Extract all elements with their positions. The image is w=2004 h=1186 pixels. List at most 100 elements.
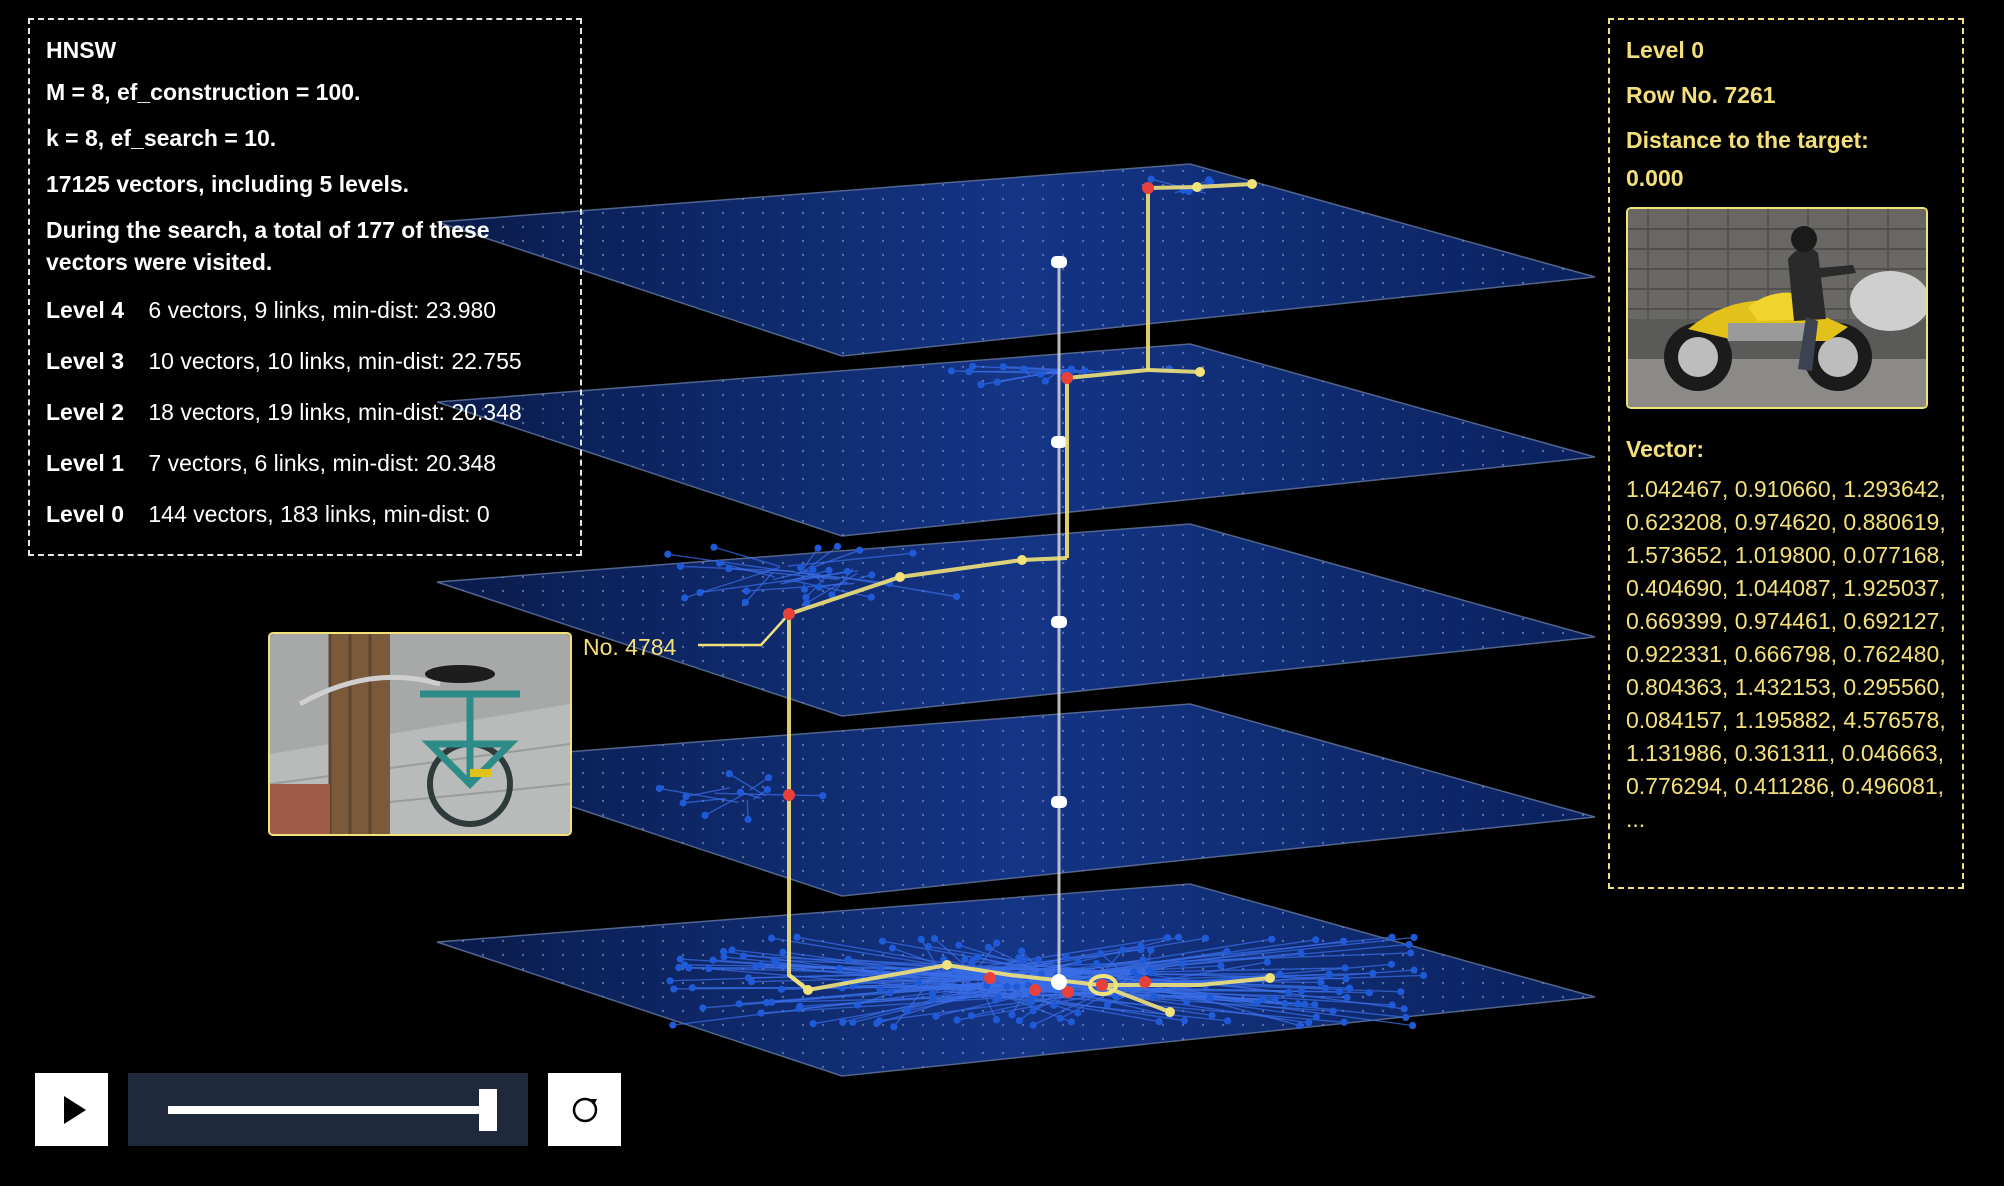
graph-node xyxy=(917,935,925,944)
level-stats-row: Level 3 10 vectors, 10 links, min-dist: … xyxy=(46,343,564,380)
algorithm-title: HNSW xyxy=(46,37,117,63)
graph-node xyxy=(1217,962,1225,970)
graph-link xyxy=(713,546,781,568)
level-name: Level 1 xyxy=(46,450,124,476)
graph-node xyxy=(1365,989,1374,997)
graph-node xyxy=(763,998,771,1007)
graph-node xyxy=(709,956,717,964)
graph-link xyxy=(787,552,914,567)
play-button[interactable] xyxy=(35,1073,108,1146)
graph-node xyxy=(889,944,897,952)
progress-handle[interactable] xyxy=(479,1089,497,1131)
graph-node xyxy=(800,585,809,593)
graph-node xyxy=(1027,998,1036,1006)
node-level: Level 0 xyxy=(1626,37,1704,63)
progress-slider[interactable] xyxy=(128,1073,528,1146)
graph-node xyxy=(867,593,875,601)
graph-node xyxy=(669,1021,677,1029)
graph-node xyxy=(815,583,823,591)
reset-button[interactable] xyxy=(548,1073,621,1146)
graph-link xyxy=(973,973,998,1021)
graph-link xyxy=(1100,969,1415,994)
play-icon xyxy=(63,1095,86,1124)
graph-node xyxy=(757,1009,765,1017)
graph-node xyxy=(868,571,876,579)
path-node xyxy=(1192,182,1202,192)
graph-node xyxy=(1400,1005,1408,1013)
graph-node xyxy=(839,1018,847,1026)
graph-node xyxy=(688,984,696,992)
graph-node xyxy=(1305,1019,1313,1027)
graph-node xyxy=(873,1019,881,1028)
graph-node xyxy=(710,543,718,551)
graph-link xyxy=(806,572,858,604)
graph-node xyxy=(1296,1022,1304,1030)
graph-node xyxy=(736,788,745,796)
graph-node xyxy=(992,996,1000,1004)
graph-node xyxy=(1208,1011,1216,1020)
graph-node xyxy=(947,367,956,375)
graph-node xyxy=(1155,1017,1163,1026)
graph-link xyxy=(659,787,739,804)
graph-node xyxy=(1180,1017,1189,1025)
graph-link xyxy=(678,966,1095,970)
graph-link xyxy=(783,569,830,583)
graph-link xyxy=(998,994,1032,1003)
graph-node xyxy=(1387,960,1396,968)
search-info-panel: HNSW M = 8, ef_construction = 100. k = 8… xyxy=(28,18,582,556)
graph-node xyxy=(890,1023,898,1031)
graph-node xyxy=(793,933,801,941)
graph-node xyxy=(1015,954,1023,962)
graph-node xyxy=(1174,933,1183,941)
graph-node xyxy=(1312,1013,1320,1021)
graph-link xyxy=(1023,989,1334,1012)
graph-node xyxy=(1325,970,1333,978)
graph-link xyxy=(724,956,971,983)
graph-link xyxy=(819,581,848,588)
graph-node xyxy=(1133,972,1142,980)
graph-node xyxy=(1029,1021,1037,1029)
graph-link xyxy=(956,984,1160,1023)
graph-node xyxy=(1074,1009,1082,1017)
path-node xyxy=(942,960,952,970)
graph-link xyxy=(704,792,746,816)
graph-node xyxy=(1259,995,1267,1003)
graph-node xyxy=(993,378,1001,386)
graph-node xyxy=(968,957,977,965)
graph-node xyxy=(1341,964,1349,972)
graph-node xyxy=(856,546,864,554)
graph-node xyxy=(768,934,776,942)
graph-node xyxy=(1419,971,1428,980)
graph-node xyxy=(1119,946,1127,954)
layer-grid xyxy=(437,524,1595,716)
visited-node xyxy=(1139,976,1151,988)
graph-node xyxy=(1062,953,1070,961)
graph-node xyxy=(1013,983,1021,991)
level-stats: 18 vectors, 19 links, min-dist: 20.348 xyxy=(148,399,522,425)
graph-node xyxy=(744,974,753,982)
graph-node xyxy=(924,942,932,951)
graph-node xyxy=(1096,949,1105,958)
graph-node xyxy=(1015,1016,1023,1025)
graph-node xyxy=(1029,1007,1037,1015)
vector-title: Vector: xyxy=(1626,436,1704,462)
visited-summary: During the search, a total of 177 of the… xyxy=(46,217,490,275)
graph-node xyxy=(1074,958,1082,966)
graph-link xyxy=(1019,970,1347,980)
graph-node xyxy=(676,955,684,963)
entry-node xyxy=(1051,256,1067,268)
visited-node xyxy=(783,789,795,801)
graph-link xyxy=(714,792,823,797)
graph-node xyxy=(701,811,709,819)
graph-link xyxy=(1043,938,1272,978)
graph-node xyxy=(1329,1007,1337,1015)
graph-link xyxy=(1124,943,1410,972)
graph-link xyxy=(802,545,838,573)
graph-link xyxy=(793,580,872,598)
graph-node xyxy=(1037,370,1045,378)
visited-node xyxy=(1096,979,1108,991)
graph-node xyxy=(666,977,674,985)
graph-node xyxy=(725,770,733,778)
graph-node xyxy=(685,964,693,972)
graph-node xyxy=(961,955,969,964)
